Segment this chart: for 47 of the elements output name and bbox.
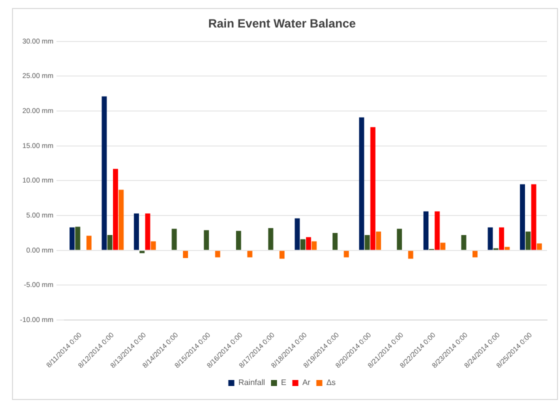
bar: [440, 242, 446, 250]
bar: [268, 228, 274, 250]
chart-title: Rain Event Water Balance: [208, 16, 356, 31]
bar: [526, 232, 531, 250]
bar: [300, 239, 306, 250]
bar: [423, 211, 428, 250]
bar: [364, 235, 370, 250]
bar: [150, 241, 156, 250]
bar: [520, 184, 526, 250]
bar: [359, 117, 364, 250]
bar: [204, 230, 209, 250]
bar: [118, 190, 124, 250]
bar: [531, 184, 536, 250]
bar: [332, 232, 338, 250]
bar: [434, 211, 440, 250]
bar: [182, 250, 188, 258]
legend-label: Δs: [326, 378, 336, 388]
legend-label: E: [281, 378, 286, 388]
bar: [75, 226, 80, 250]
bar: [134, 213, 139, 250]
bar: [376, 232, 382, 250]
bar: [461, 235, 466, 250]
bar: [344, 250, 349, 258]
bar: [536, 243, 542, 250]
bar: [279, 250, 285, 259]
bar: [112, 168, 118, 250]
bar: [370, 127, 376, 250]
bar: [488, 227, 493, 250]
bar: [86, 236, 92, 250]
bar: [472, 250, 478, 258]
bar: [408, 250, 414, 259]
bar: [312, 241, 317, 250]
bar: [102, 96, 107, 250]
bar: [70, 227, 75, 250]
bar: [236, 230, 242, 250]
bar: [172, 228, 177, 250]
bar: [504, 246, 510, 250]
bar: [396, 228, 402, 250]
bar: [294, 218, 300, 250]
legend-label: Ar: [302, 378, 311, 388]
bar: [499, 227, 504, 250]
bar: [215, 250, 220, 258]
bar: [247, 250, 252, 258]
legend-label: Rainfall: [238, 378, 266, 388]
bar: [306, 237, 312, 250]
bar: [145, 213, 150, 250]
bar: [107, 235, 112, 250]
